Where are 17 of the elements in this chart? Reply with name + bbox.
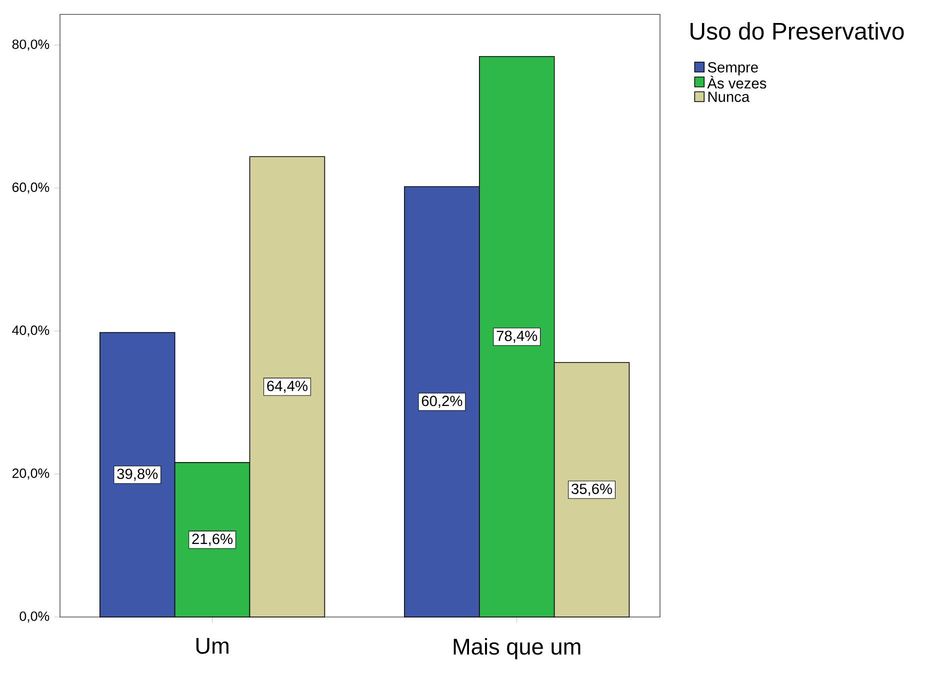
y-tick-label: 40,0% [12,326,50,337]
legend-title: Uso do Preservativo [690,22,904,40]
legend-label: Nunca [708,92,750,102]
data-label: 78,4% [496,330,538,343]
data-label: 39,8% [117,468,158,481]
legend-label: Às vezes [707,76,766,89]
x-tick-label: Um [196,638,228,654]
y-tick-label: 20,0% [12,468,50,480]
y-tick-label: 0,0% [20,611,50,623]
data-label: 60,2% [422,396,462,408]
data-label: 64,4% [267,380,308,393]
legend-label: Sempre [708,62,758,76]
y-tick-label: 60,0% [12,182,50,194]
data-label: 35,6% [572,484,612,496]
x-tick-label: Mais que um [454,638,580,660]
y-tick-label: 80,0% [12,40,50,51]
data-label: 21,6% [192,534,233,546]
